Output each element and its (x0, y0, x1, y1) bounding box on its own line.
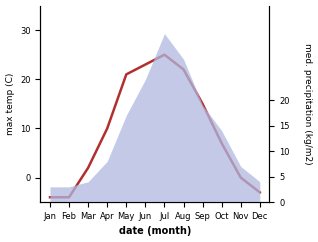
Y-axis label: max temp (C): max temp (C) (5, 73, 15, 135)
X-axis label: date (month): date (month) (119, 227, 191, 236)
Y-axis label: med. precipitation (kg/m2): med. precipitation (kg/m2) (303, 43, 313, 165)
